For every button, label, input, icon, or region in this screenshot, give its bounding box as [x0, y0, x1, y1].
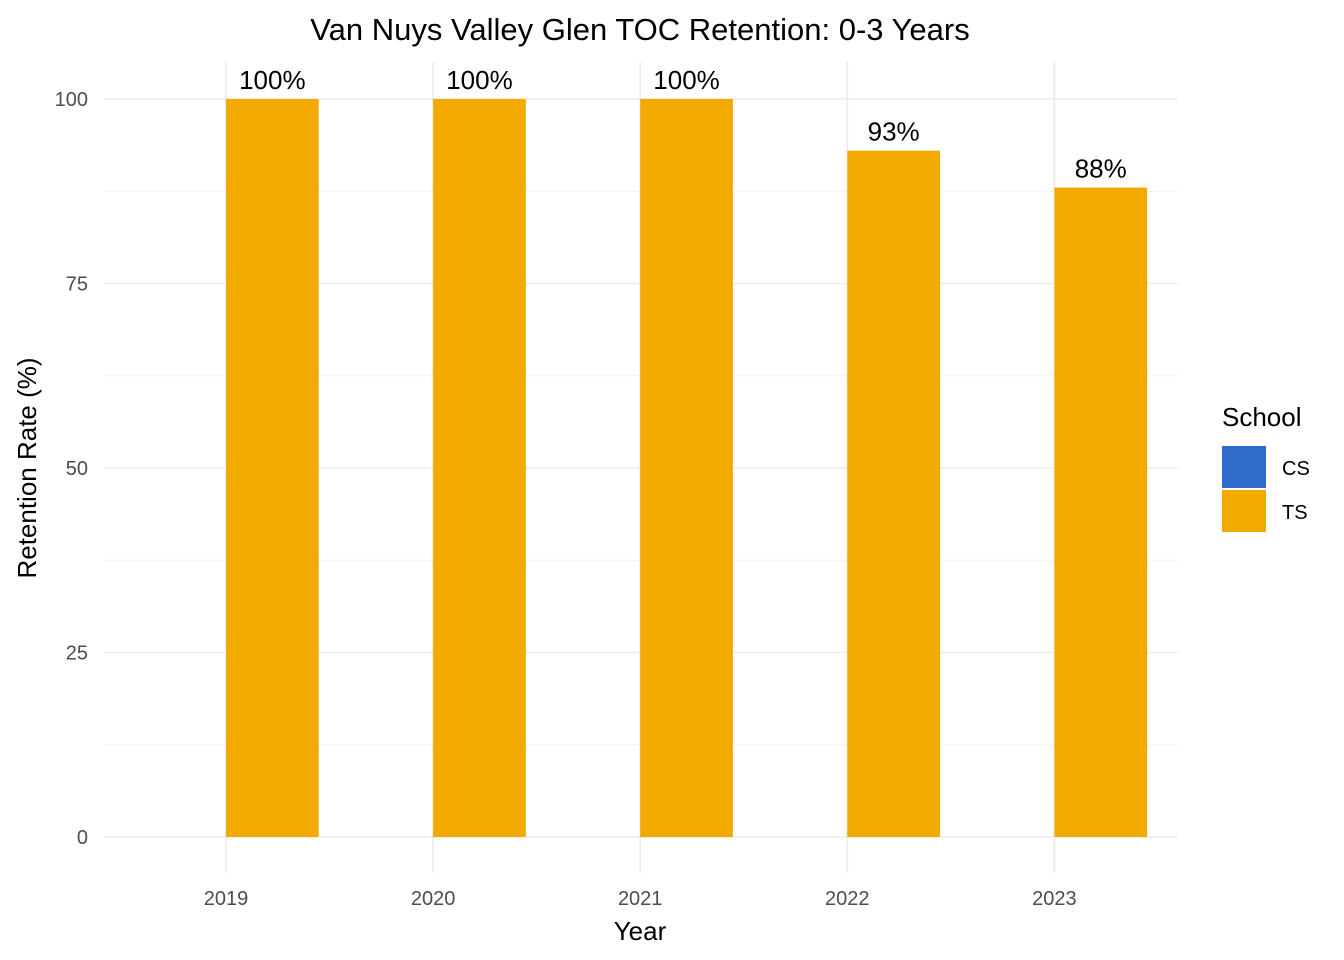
y-tick-label: 50 — [66, 458, 88, 480]
bar-ts-2021 — [640, 99, 733, 837]
data-label: 100% — [239, 65, 306, 95]
y-tick-label: 100 — [55, 89, 88, 111]
data-label: 93% — [868, 117, 920, 147]
y-axis-title: Retention Rate (%) — [12, 357, 42, 578]
x-tick-label: 2021 — [618, 888, 663, 910]
legend-label-cs: CS — [1282, 458, 1310, 480]
y-tick-label: 75 — [66, 274, 88, 296]
x-axis-title: Year — [614, 916, 667, 946]
axes: 0 25 50 75 100 2019 2020 2021 2022 2023 — [55, 89, 1077, 910]
data-label: 100% — [653, 65, 720, 95]
x-tick-label: 2023 — [1032, 888, 1077, 910]
legend: School CS TS — [1222, 402, 1310, 532]
legend-label-ts: TS — [1282, 502, 1308, 524]
bars — [226, 99, 1148, 837]
bar-ts-2020 — [433, 99, 526, 837]
legend-swatch-ts — [1222, 490, 1266, 532]
x-tick-label: 2019 — [204, 888, 249, 910]
y-tick-label: 0 — [77, 827, 88, 849]
x-tick-label: 2022 — [825, 888, 870, 910]
legend-swatch-cs — [1222, 446, 1266, 488]
bar-ts-2022 — [847, 150, 940, 837]
data-label: 100% — [446, 65, 513, 95]
legend-title: School — [1222, 402, 1302, 432]
data-labels: 100% 100% 100% 93% 88% — [239, 65, 1127, 184]
legend-items: CS TS — [1222, 446, 1310, 532]
x-tick-label: 2020 — [411, 888, 456, 910]
y-tick-label: 25 — [66, 643, 88, 665]
bar-ts-2023 — [1054, 187, 1148, 837]
data-label: 88% — [1075, 154, 1127, 184]
bar-ts-2019 — [226, 99, 319, 837]
chart-title: Van Nuys Valley Glen TOC Retention: 0-3 … — [310, 12, 969, 47]
